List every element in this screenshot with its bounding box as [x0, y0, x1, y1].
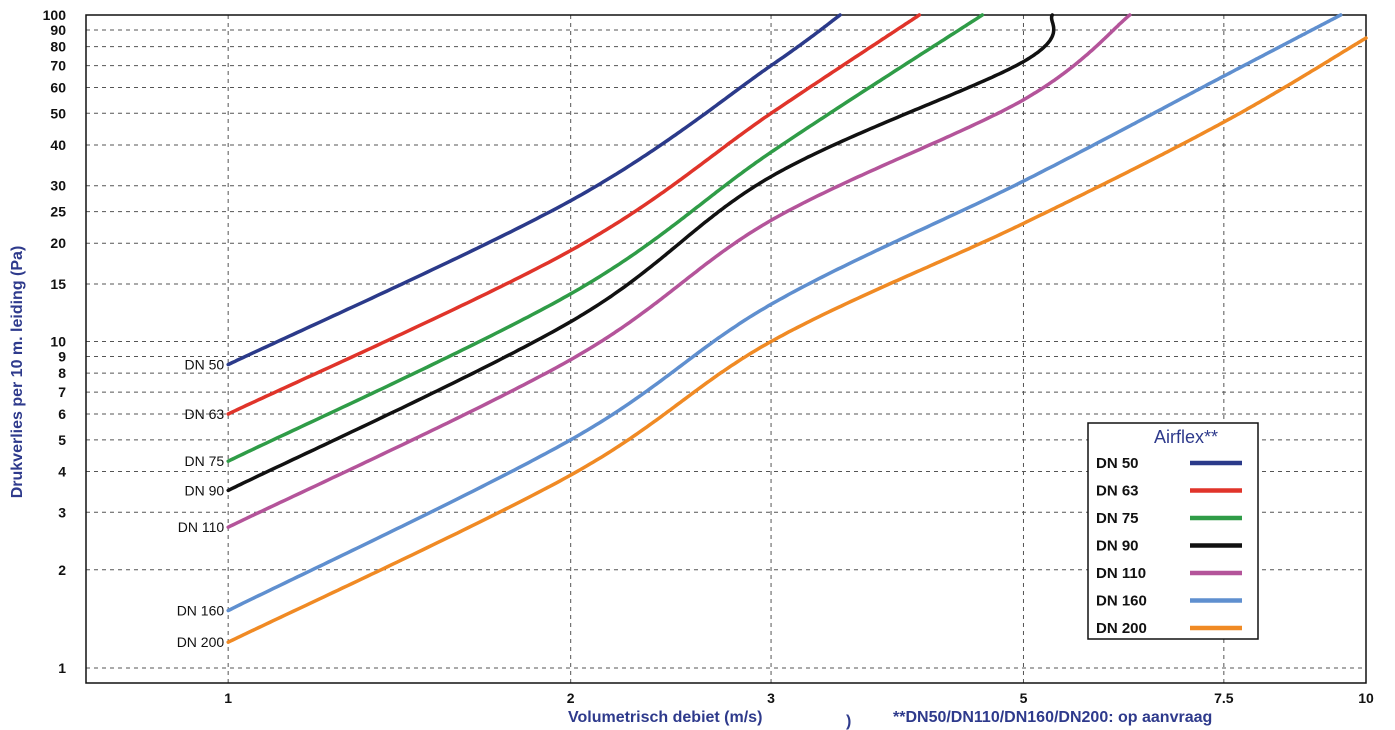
legend-box: [1087, 422, 1259, 640]
y-tick-label: 5: [58, 432, 66, 448]
x-tick-label: 5: [1020, 690, 1028, 706]
y-tick-label: 4: [58, 463, 66, 479]
y-tick-label: 1: [58, 660, 66, 676]
curve-label: DN 75: [184, 453, 224, 469]
x-tick-label: 1: [224, 690, 232, 706]
y-tick-label: 60: [50, 79, 66, 95]
legend-label: DN 75: [1096, 510, 1139, 527]
series-line-dn110: [226, 13, 1132, 529]
y-tick-label: 8: [58, 365, 66, 381]
legend-label: DN 110: [1096, 565, 1146, 582]
y-tick-label: 50: [50, 105, 66, 121]
y-tick-label: 6: [58, 406, 66, 422]
y-tick-label: 9: [58, 348, 66, 364]
x-tick-label: 7.5: [1214, 690, 1234, 706]
x-tick-label: 10: [1358, 690, 1374, 706]
availability-note: **DN50/DN110/DN160/DN200: op aanvraag: [893, 709, 1212, 726]
y-tick-label: 90: [50, 22, 66, 38]
legend-label: DN 50: [1096, 455, 1139, 472]
legend-label: DN 200: [1096, 620, 1147, 637]
curve-label: DN 110: [178, 519, 225, 535]
y-tick-label: 3: [58, 504, 66, 520]
legend-label: DN 63: [1096, 483, 1139, 500]
x-axis-label: Volumetrisch debiet (m/s): [568, 709, 762, 726]
y-tick-label: 7: [58, 384, 66, 400]
y-tick-label: 15: [50, 276, 66, 292]
series-line-dn50: [226, 13, 842, 367]
plot-frame: [85, 14, 1367, 684]
y-tick-label: 10: [50, 334, 66, 350]
legend-label: DN 90: [1096, 538, 1139, 555]
curve-label: DN 90: [184, 482, 224, 498]
legend: Airflex** DN 50 DN 63 DN 75 DN 90 DN 110 DN 16…: [1087, 422, 1259, 640]
y-axis-label: Drukverlies per 10 m. leiding (Pa): [9, 246, 26, 499]
series-line-dn63: [226, 13, 922, 416]
curve-label: DN 50: [184, 357, 224, 373]
series-line-dn75: [226, 13, 985, 463]
y-tick-label: 30: [50, 178, 66, 194]
y-tick-label: 20: [50, 235, 66, 251]
y-tick-label: 2: [58, 562, 66, 578]
series-line-dn200: [226, 36, 1368, 644]
series-lines: [226, 13, 1368, 644]
curve-label: DN 63: [184, 406, 224, 422]
y-tick-label: 100: [43, 7, 67, 23]
x-tick-label: 2: [567, 690, 575, 706]
y-tick-label: 70: [50, 58, 66, 74]
series-line-dn160: [226, 13, 1343, 613]
legend-label: DN 160: [1096, 593, 1147, 610]
y-tick-label: 40: [50, 137, 66, 153]
y-tick-label: 80: [50, 39, 66, 55]
series-line-dn90: [226, 13, 1056, 493]
curve-label: DN 200: [177, 634, 225, 650]
y-tick-label: 25: [50, 204, 66, 220]
curve-label: DN 160: [177, 603, 225, 619]
x-tick-label: 3: [767, 690, 775, 706]
x-label-paren: ): [846, 713, 851, 730]
legend-title: Airflex**: [1154, 427, 1218, 447]
curve-labels: DN 50 DN 63 DN 75 DN 90 DN 110 DN 160 DN 200: [177, 357, 225, 651]
